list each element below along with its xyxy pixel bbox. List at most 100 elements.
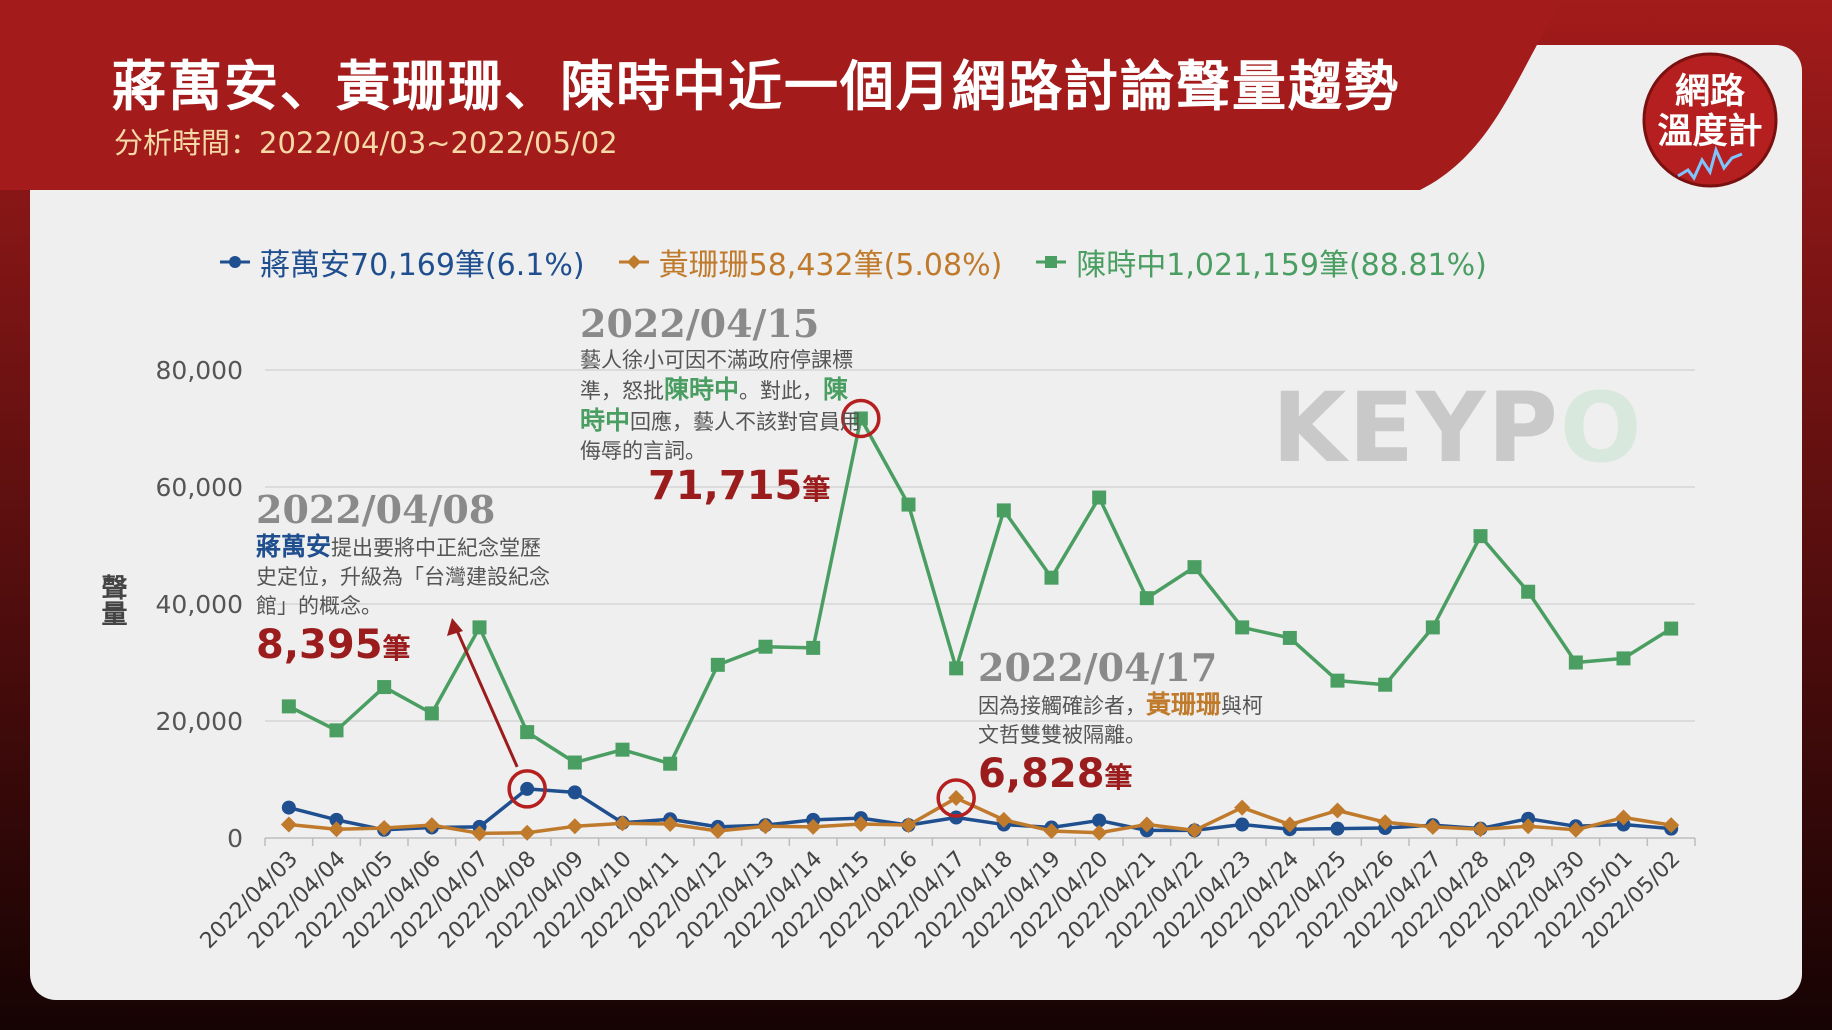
data-point [949, 661, 964, 676]
annotation-count-0415: 71,715筆 [648, 463, 831, 509]
legend-item-chiang: 蔣萬安 70,169筆(6.1%) [218, 240, 585, 284]
logo-line-1: 網路 [1674, 72, 1745, 112]
data-point [853, 411, 868, 426]
data-point [1282, 630, 1297, 645]
data-point [1234, 799, 1251, 816]
data-point [900, 817, 917, 834]
data-point [281, 699, 296, 714]
data-point [1425, 620, 1440, 635]
annotation-count: 6,828筆 [978, 751, 1133, 797]
data-point [376, 820, 393, 837]
data-point [948, 790, 965, 807]
series-line-1 [288, 796, 1672, 836]
chart-panel [30, 45, 1802, 1000]
data-point [1473, 529, 1488, 544]
data-point [1281, 816, 1298, 833]
data-point [663, 756, 678, 771]
annotation-date: 2022/04/17 [978, 645, 1218, 690]
data-point [1378, 677, 1393, 692]
data-point [1235, 817, 1250, 832]
data-point [614, 815, 631, 832]
data-point [709, 822, 726, 839]
data-point [1330, 821, 1345, 836]
data-point [567, 755, 582, 770]
annotation-text: 因為接觸確診者，黃珊珊與柯文哲雙雙被隔離。 [978, 690, 1264, 747]
data-point [1616, 651, 1631, 666]
data-point [1424, 818, 1441, 835]
data-point [805, 818, 822, 835]
data-point [377, 680, 392, 695]
y-tick-label: 0 [227, 824, 243, 853]
data-point [1472, 821, 1489, 838]
data-point [1377, 814, 1394, 831]
data-point [901, 497, 916, 512]
data-point [280, 816, 297, 833]
keypo-watermark: KEYPO [1272, 372, 1644, 484]
legend-item-chen: 陳時中 1,021,159筆(88.81%) [1034, 240, 1487, 284]
annotation-count: 8,395筆 [256, 622, 411, 668]
data-point [1186, 822, 1203, 839]
data-point [520, 725, 535, 740]
data-point [1568, 655, 1583, 670]
data-point [1615, 809, 1632, 826]
data-point [995, 811, 1012, 828]
data-point [662, 815, 679, 832]
y-tick-label: 20,000 [156, 707, 243, 736]
data-point [710, 657, 725, 672]
data-point [1520, 818, 1537, 835]
y-tick-label: 40,000 [156, 590, 243, 619]
data-point [1044, 570, 1059, 585]
annotation-arrowhead [447, 618, 463, 636]
annotation-0415: 2022/04/15 藝人徐小可因不滿政府停課標準，怒批陳時中。對此，陳時中回應… [580, 302, 870, 466]
data-point [758, 639, 773, 654]
highlight-circle-0417 [936, 778, 976, 818]
data-point [566, 818, 583, 835]
highlight-circle-0415 [841, 398, 881, 439]
data-point [424, 706, 439, 721]
annotation-0417: 2022/04/17 因為接觸確診者，黃珊珊與柯文哲雙雙被隔離。 6,828筆 [978, 646, 1268, 802]
data-point [472, 620, 487, 635]
page-title: 蔣萬安、黃珊珊、陳時中近一個月網路討論聲量趨勢 [112, 55, 1400, 118]
data-point [423, 817, 440, 834]
series-line-2 [288, 416, 1673, 766]
header-banner [0, 0, 1565, 190]
data-point [1567, 821, 1584, 838]
highlight-circle-0408 [507, 769, 547, 809]
data-point [1091, 824, 1108, 841]
data-point [1187, 560, 1202, 575]
logo-circle [1642, 52, 1778, 188]
data-point [1092, 490, 1107, 505]
legend-item-huang: 黃珊珊 58,432筆(5.08%) [617, 240, 1002, 284]
data-point [996, 503, 1011, 518]
data-point [852, 815, 869, 832]
logo-line-2: 溫度計 [1657, 112, 1763, 152]
data-point [1521, 584, 1536, 599]
data-point [567, 785, 582, 800]
y-tick-label: 60,000 [156, 473, 243, 502]
data-point [281, 800, 296, 815]
data-point [471, 825, 488, 842]
data-point [1138, 816, 1155, 833]
data-point [1330, 673, 1345, 688]
data-point [806, 640, 821, 655]
data-point [1139, 591, 1154, 606]
data-point [1235, 620, 1250, 635]
data-point [757, 818, 774, 835]
analysis-period: 分析時間：2022/04/03~2022/05/02 [114, 126, 618, 160]
logo-wave [1677, 145, 1743, 181]
annotation-date: 2022/04/08 [256, 487, 496, 532]
data-point [520, 781, 535, 796]
data-point [1043, 822, 1060, 839]
data-point [615, 742, 630, 757]
annotation-text: 藝人徐小可因不滿政府停課標準，怒批陳時中。對此，陳時中回應，藝人不該對官員用侮辱… [580, 348, 862, 463]
y-axis-label: 聲量 [97, 574, 127, 626]
data-point [329, 723, 344, 738]
annotation-text: 蔣萬安提出要將中正紀念堂歷史定位，升級為「台灣建設紀念館」的概念。 [256, 532, 550, 618]
data-point [1663, 817, 1680, 834]
data-point [1092, 813, 1107, 828]
data-point [1664, 621, 1679, 636]
data-point [1329, 802, 1346, 819]
legend: 蔣萬安 70,169筆(6.1%) 黃珊珊 58,432筆(5.08%) 陳時中… [218, 240, 1487, 284]
